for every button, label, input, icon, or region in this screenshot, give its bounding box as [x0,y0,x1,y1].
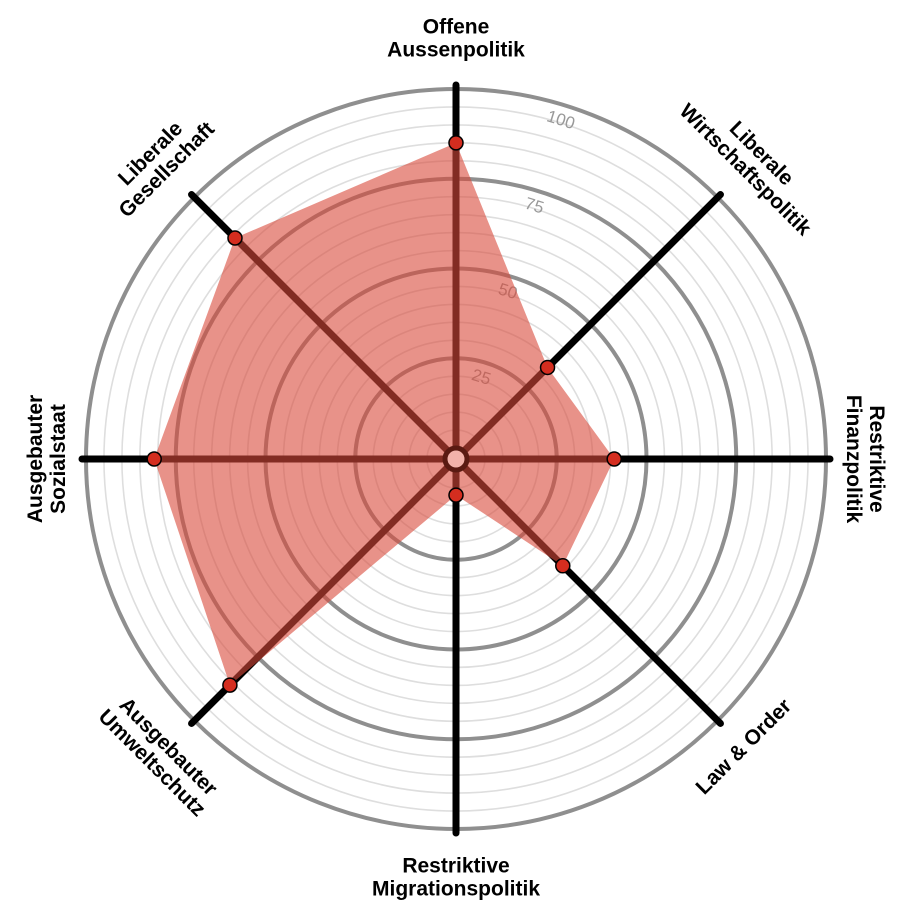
data-point [222,677,238,693]
axis-label-group: Ausgebauter Sozialstaat [24,395,70,523]
ring-label: 75 [523,194,547,218]
data-point [448,487,464,503]
axis-label: Restriktive [865,405,888,512]
data-point [555,558,571,574]
radar-fill-area [154,142,615,686]
axis-label: Migrationspolitik [372,878,540,901]
axis-label: Aussenpolitik [387,39,525,62]
data-point [606,451,622,467]
axis-label: Finanzpolitik [842,395,865,524]
radar-points [146,135,622,693]
data-point [146,451,162,467]
axis-label: Sozialstaat [47,404,70,514]
data-point [448,135,464,151]
axis-label: Restriktive [402,855,509,878]
center-cap [442,445,470,473]
axis-label: Ausgebauter [24,395,47,523]
data-point [227,230,243,246]
radar-area [154,142,615,686]
ring-label: 100 [545,107,578,134]
axis-label: Offene [423,16,490,39]
data-point [539,359,556,376]
